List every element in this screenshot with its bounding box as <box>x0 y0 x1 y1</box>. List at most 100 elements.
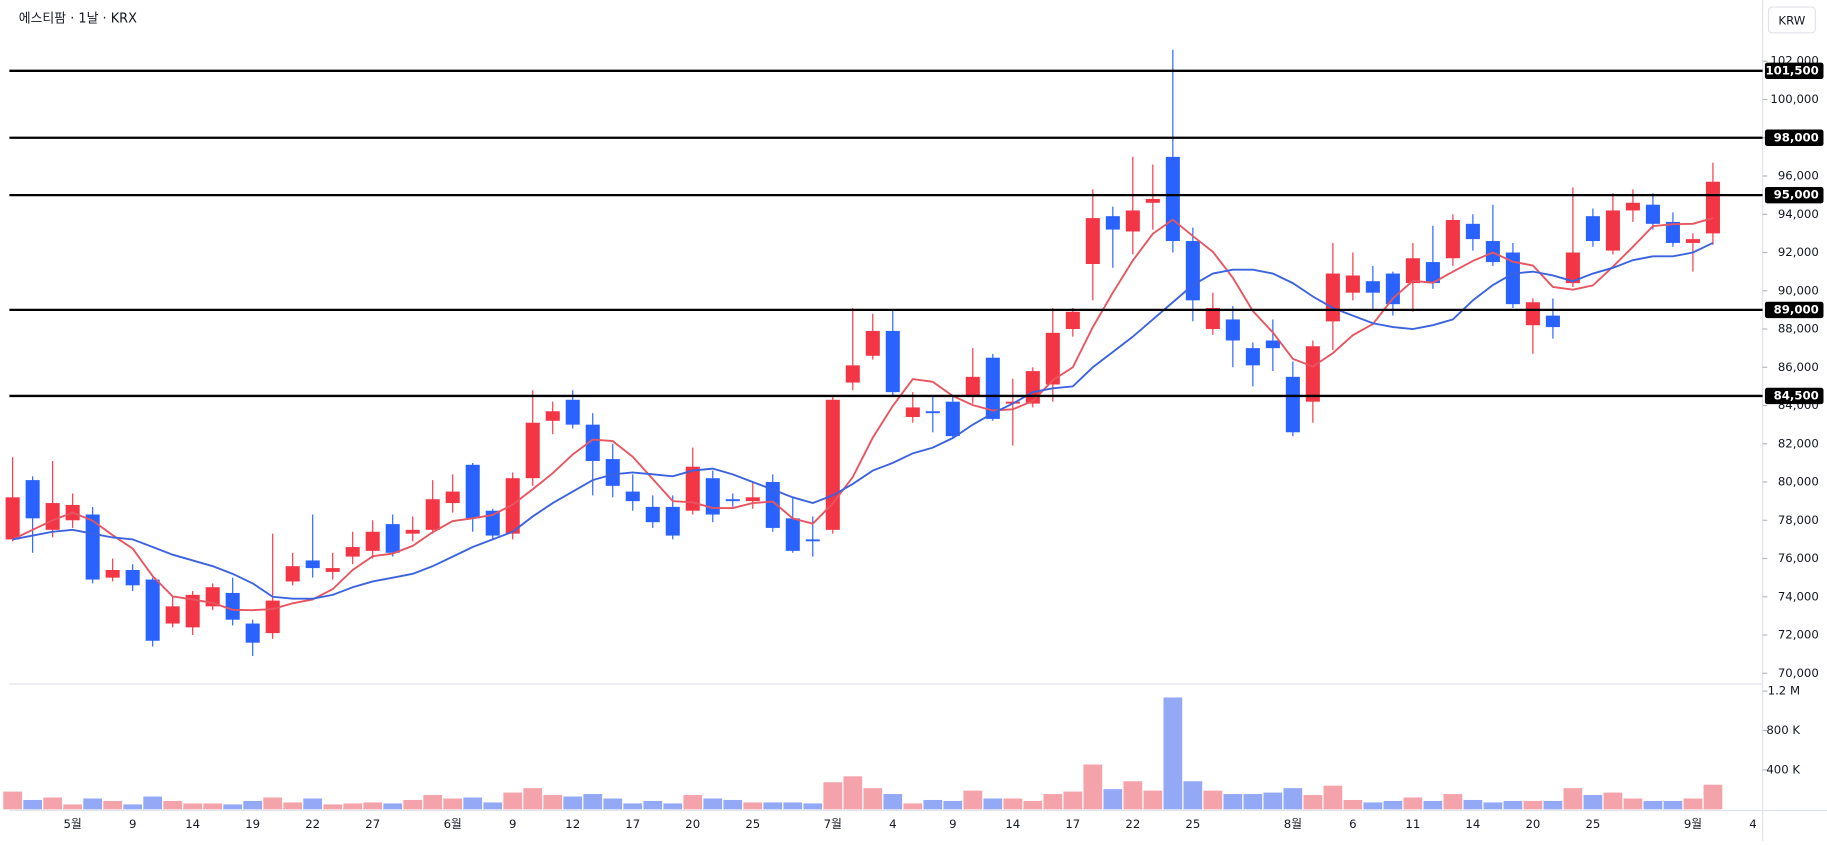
y-tick-label: 90,000 <box>1778 283 1819 297</box>
level-label: 95,000 <box>1774 188 1819 202</box>
x-tick-label: 12 <box>565 817 580 831</box>
y-tick-label: 88,000 <box>1778 322 1819 336</box>
candle-body <box>725 499 740 502</box>
moving-average-line <box>12 217 1714 612</box>
volume-bar <box>83 798 103 810</box>
volume-bar <box>123 804 143 810</box>
candle-body <box>1185 241 1200 301</box>
x-tick-label: 7월 <box>824 817 842 831</box>
candle-body <box>1585 216 1600 242</box>
level-label: 84,500 <box>1774 388 1819 402</box>
candle-body <box>1085 218 1100 264</box>
candle-body <box>1285 376 1300 433</box>
candle-body <box>1245 348 1260 366</box>
volume-bar <box>543 795 563 810</box>
volume-bar <box>663 803 683 810</box>
x-tick-label: 14 <box>1465 817 1480 831</box>
x-tick-label: 17 <box>625 817 640 831</box>
volume-bar <box>883 794 903 810</box>
candle-body <box>345 547 360 557</box>
currency-button[interactable] <box>1767 6 1816 34</box>
candle-body <box>745 497 760 502</box>
candle-body <box>505 478 520 534</box>
volume-bar <box>863 788 883 810</box>
y-tick-label: 80,000 <box>1778 475 1819 489</box>
candle-body <box>105 569 120 578</box>
candle-body <box>925 411 940 414</box>
x-tick-label: 19 <box>245 817 260 831</box>
candle-body <box>585 424 600 461</box>
volume-bar <box>1203 790 1223 810</box>
candle-body <box>45 503 60 530</box>
volume-bar <box>963 790 983 810</box>
volume-bar <box>323 804 343 810</box>
level-label: 89,000 <box>1774 302 1819 316</box>
volume-bar <box>423 795 443 810</box>
volume-bar <box>1023 800 1043 810</box>
volume-bar <box>483 802 503 810</box>
volume-bar <box>383 803 403 810</box>
candle-body <box>565 399 580 425</box>
candle-body <box>185 594 200 628</box>
candle-body <box>1325 273 1340 322</box>
volume-tick-label: 1.2 M <box>1768 684 1800 698</box>
candle-body <box>1565 252 1580 284</box>
candle-body <box>545 411 560 421</box>
volume-bar <box>223 804 243 810</box>
candle-body <box>625 491 640 502</box>
x-tick-label: 4 <box>889 817 896 831</box>
volume-bar <box>943 800 963 810</box>
candle-body <box>1345 275 1360 293</box>
x-tick-label: 27 <box>365 817 380 831</box>
x-tick-label: 22 <box>305 817 320 831</box>
candle-body <box>145 579 160 641</box>
candle-body <box>1145 198 1160 203</box>
candle-body <box>485 510 500 536</box>
volume-bar <box>343 803 363 810</box>
candle-body <box>1305 346 1320 402</box>
volume-bar <box>1003 798 1023 810</box>
candle-body <box>845 365 860 383</box>
volume-bar <box>363 802 383 810</box>
candle-body <box>1505 252 1520 305</box>
volume-bar <box>1543 800 1563 810</box>
volume-bar <box>843 776 863 810</box>
candle-body <box>85 514 100 580</box>
volume-bar <box>303 798 323 810</box>
volume-bar <box>683 795 703 810</box>
candle-body <box>1705 181 1720 234</box>
candle-body <box>885 330 900 393</box>
volume-bar <box>1283 788 1303 810</box>
volume-bar <box>143 796 163 810</box>
volume-bar <box>743 802 763 810</box>
volume-bar <box>983 798 1003 810</box>
candle-body <box>805 539 820 542</box>
volume-bar <box>263 797 283 810</box>
candle-body <box>1045 332 1060 385</box>
candle-body <box>1685 239 1700 243</box>
volume-bar <box>63 804 83 810</box>
x-tick-label: 14 <box>1005 817 1020 831</box>
candle-body <box>25 480 40 519</box>
x-tick-label: 9 <box>129 817 136 831</box>
volume-bar <box>1423 800 1443 810</box>
candle-body <box>365 531 380 551</box>
candle-body <box>785 518 800 551</box>
candle-body <box>1425 262 1440 284</box>
candle-body <box>1165 156 1180 242</box>
x-tick-label: 20 <box>685 817 700 831</box>
volume-tick-label: 800 K <box>1766 723 1800 737</box>
volume-bar <box>1463 799 1483 810</box>
candle-body <box>465 464 480 519</box>
candle-body <box>905 407 920 417</box>
currency-label[interactable]: KRW <box>1778 14 1805 28</box>
volume-bar <box>1403 797 1423 810</box>
candle-body <box>1025 371 1040 404</box>
candle-body <box>1645 204 1660 224</box>
volume-bar <box>903 803 923 810</box>
volume-bar <box>1563 788 1583 810</box>
x-tick-label: 25 <box>745 817 760 831</box>
volume-bar <box>503 792 523 810</box>
candle-body <box>1625 202 1640 211</box>
level-label-box <box>1764 387 1824 405</box>
